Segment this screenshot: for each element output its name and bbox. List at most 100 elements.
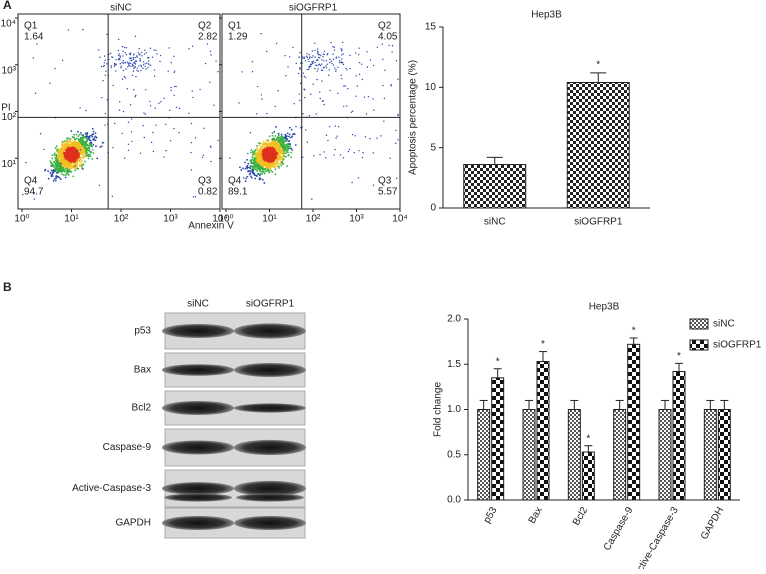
event-dot bbox=[319, 64, 322, 67]
event-dot bbox=[119, 101, 121, 103]
event-dot bbox=[63, 165, 65, 168]
event-dot bbox=[323, 103, 325, 106]
event-dot bbox=[129, 57, 131, 59]
event-dot bbox=[64, 147, 67, 150]
event-dot bbox=[86, 149, 89, 152]
legend-swatch bbox=[689, 339, 709, 351]
event-dot bbox=[79, 136, 82, 139]
event-cloud bbox=[229, 32, 399, 200]
event-dot bbox=[284, 139, 287, 142]
event-dot bbox=[209, 81, 211, 84]
event-dot bbox=[229, 157, 231, 159]
event-dot bbox=[70, 158, 73, 160]
event-dot bbox=[273, 144, 275, 147]
event-dot bbox=[369, 59, 372, 61]
event-dot bbox=[56, 161, 59, 164]
event-dot bbox=[260, 94, 263, 96]
event-dot bbox=[163, 156, 165, 158]
event-dot bbox=[346, 69, 348, 71]
event-dot bbox=[203, 127, 205, 130]
event-dot bbox=[271, 140, 273, 143]
event-dot bbox=[330, 41, 332, 44]
event-dot bbox=[397, 139, 399, 141]
event-dot bbox=[104, 55, 106, 57]
event-dot bbox=[190, 122, 193, 125]
event-dot bbox=[123, 157, 126, 159]
bar bbox=[463, 164, 527, 209]
event-cloud bbox=[22, 28, 219, 200]
event-dot bbox=[304, 76, 307, 79]
event-dot bbox=[79, 149, 82, 151]
bar bbox=[703, 409, 717, 501]
event-dot bbox=[88, 150, 91, 152]
event-dot bbox=[309, 65, 311, 67]
event-dot bbox=[119, 58, 121, 60]
event-dot bbox=[149, 100, 151, 103]
event-dot bbox=[280, 136, 283, 139]
blot-band bbox=[234, 516, 306, 530]
event-dot bbox=[132, 58, 135, 61]
event-dot bbox=[75, 137, 78, 140]
event-dot bbox=[132, 64, 134, 67]
event-dot bbox=[33, 198, 36, 200]
significance-mark: * bbox=[496, 356, 500, 367]
event-dot bbox=[271, 164, 274, 166]
event-dot bbox=[61, 59, 64, 62]
event-dot bbox=[22, 193, 24, 196]
event-dot bbox=[63, 153, 65, 155]
event-dot bbox=[33, 192, 36, 194]
event-dot bbox=[277, 148, 280, 151]
event-dot bbox=[316, 64, 318, 67]
event-dot bbox=[134, 66, 136, 69]
event-dot bbox=[64, 170, 67, 173]
event-dot bbox=[67, 173, 70, 176]
event-dot bbox=[319, 91, 321, 93]
event-dot bbox=[322, 60, 325, 62]
event-dot bbox=[74, 145, 76, 148]
event-dot bbox=[338, 56, 340, 58]
event-dot bbox=[267, 142, 270, 145]
panel-label: B bbox=[3, 280, 12, 294]
y-tick-label: 0.5 bbox=[447, 449, 461, 460]
event-dot bbox=[249, 132, 252, 134]
event-dot bbox=[273, 140, 276, 143]
quadrant-name: Q1 bbox=[24, 21, 38, 32]
event-dot bbox=[69, 139, 72, 142]
event-dot bbox=[76, 142, 78, 145]
event-dot bbox=[127, 143, 130, 145]
event-dot bbox=[87, 146, 90, 149]
event-dot bbox=[287, 146, 290, 149]
event-dot bbox=[73, 133, 76, 136]
event-dot bbox=[139, 152, 142, 154]
event-dot bbox=[69, 138, 72, 141]
event-dot bbox=[261, 153, 264, 156]
event-dot bbox=[141, 51, 143, 54]
event-dot bbox=[159, 54, 162, 57]
event-dot bbox=[256, 144, 258, 147]
event-dot bbox=[340, 48, 342, 50]
event-dot bbox=[140, 65, 143, 68]
event-dot bbox=[338, 60, 341, 62]
event-dot bbox=[70, 159, 73, 162]
event-dot bbox=[64, 161, 67, 163]
event-dot bbox=[154, 107, 156, 109]
event-dot bbox=[70, 154, 73, 157]
event-dot bbox=[72, 161, 75, 163]
event-dot bbox=[210, 160, 212, 163]
event-dot bbox=[290, 128, 293, 131]
event-dot bbox=[70, 130, 73, 132]
event-dot bbox=[61, 140, 64, 143]
event-dot bbox=[202, 154, 205, 156]
event-dot bbox=[124, 77, 126, 79]
event-dot bbox=[85, 144, 88, 147]
event-dot bbox=[67, 140, 70, 143]
event-dot bbox=[54, 67, 56, 70]
event-dot bbox=[270, 163, 272, 165]
event-dot bbox=[303, 75, 306, 78]
event-dot bbox=[51, 157, 54, 160]
event-dot bbox=[209, 145, 212, 148]
event-dot bbox=[277, 162, 280, 165]
event-dot bbox=[213, 104, 215, 106]
event-dot bbox=[314, 67, 316, 70]
event-dot bbox=[293, 102, 295, 105]
